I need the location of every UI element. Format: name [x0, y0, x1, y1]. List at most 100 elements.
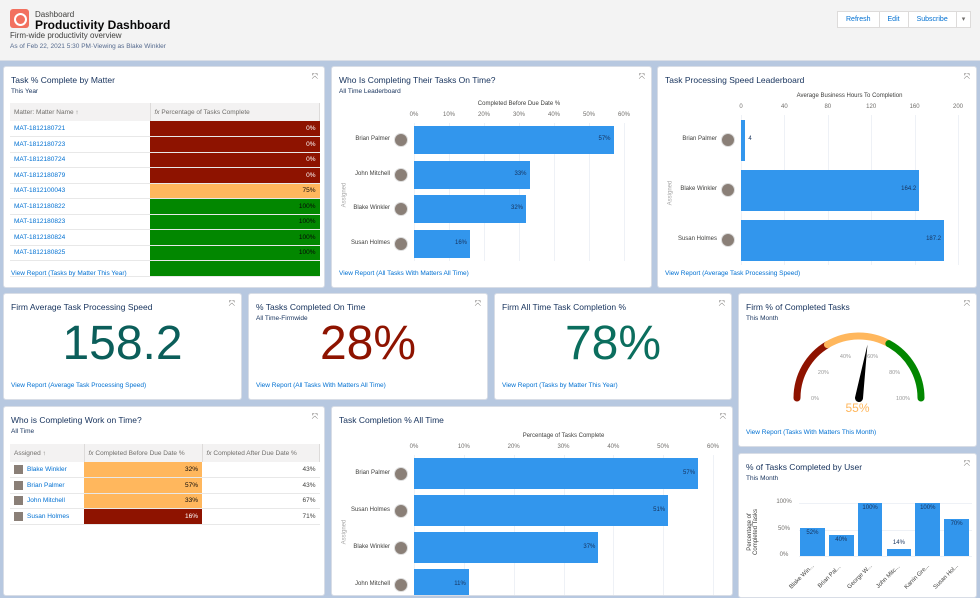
gauge-tick-label: 0% — [811, 396, 819, 402]
widget-title: % of Tasks Completed by User — [746, 462, 863, 472]
table-row[interactable]: MAT-1812180822 100% — [10, 198, 320, 215]
table-row[interactable] — [10, 260, 320, 277]
view-report-link[interactable]: View Report (All Tasks With Matters All … — [339, 270, 469, 277]
view-report-link[interactable]: View Report (Tasks by Matter This Year) — [11, 270, 127, 277]
expand-icon[interactable]: ⤧ — [963, 72, 970, 81]
gauge-chart: 0% 20% 40% 60% 80% 100% — [793, 332, 925, 402]
avatar — [394, 466, 408, 481]
widget-title: Task Completion % All Time — [339, 415, 444, 425]
category-label: John Mitchell — [354, 170, 390, 177]
y-tick-label: 100% — [776, 499, 792, 505]
y-tick-label: 0% — [779, 552, 789, 558]
table-row[interactable]: MAT-1812180823 100% — [10, 214, 320, 230]
bar — [414, 458, 699, 489]
widget-subtitle: This Month — [746, 475, 779, 482]
subscribe-button[interactable]: Subscribe — [907, 11, 957, 28]
expand-icon[interactable]: ⤧ — [311, 412, 318, 421]
matter-link[interactable]: MAT-1812180723 — [10, 136, 150, 153]
table-row: John Mitchell 33% 67% — [10, 493, 320, 509]
matter-link[interactable]: MAT-1812180824 — [10, 229, 150, 246]
assignee-link[interactable]: Brian Palmer — [27, 481, 65, 489]
assignee-link[interactable]: John Mitchell — [27, 497, 65, 505]
column-header[interactable]: fx Completed Before Due Date % — [84, 444, 203, 462]
assignee-link[interactable]: Susan Holmes — [27, 512, 70, 520]
category-label: Brian Palmer — [355, 136, 390, 143]
view-report-link[interactable]: View Report (Tasks by Matter This Year) — [502, 382, 618, 389]
matter-link[interactable]: MAT-1812100043 — [10, 183, 150, 199]
column-header[interactable]: Assigned ↑ — [10, 444, 85, 462]
edit-button[interactable]: Edit — [878, 11, 909, 28]
column-label: Percentage of Tasks Complete — [161, 108, 250, 116]
view-report-link[interactable]: View Report (Average Task Processing Spe… — [11, 382, 147, 389]
column-header[interactable]: fx Completed After Due Date % — [202, 444, 320, 462]
x-tick-label: 80 — [824, 104, 832, 110]
table-row[interactable]: MAT-1812180721 0% — [10, 121, 320, 137]
assignee-cell[interactable]: John Mitchell — [10, 493, 84, 509]
widget-subtitle: This Month — [746, 315, 779, 322]
assignee-cell[interactable]: Brian Palmer — [10, 477, 84, 494]
view-report-link[interactable]: View Report (Tasks With Matters This Mon… — [746, 429, 877, 436]
column-header[interactable]: fx Percentage of Tasks Complete — [150, 103, 320, 121]
bar — [741, 119, 746, 161]
table-row[interactable]: MAT-1812180825 100% — [10, 245, 320, 261]
table-row[interactable]: MAT-1812180879 0% — [10, 167, 320, 184]
table-row: Susan Holmes 16% 71% — [10, 508, 320, 525]
matter-link[interactable]: MAT-1812180724 — [10, 152, 150, 168]
metric-value: 28% — [319, 317, 417, 370]
x-tick-label: 40% — [547, 112, 561, 118]
view-report-link[interactable]: View Report (Average Task Processing Spe… — [665, 270, 801, 277]
widget-title: Firm All Time Task Completion % — [502, 302, 627, 312]
category-label: Susan Holmes — [677, 236, 717, 242]
matter-link[interactable]: MAT-1812180823 — [10, 214, 150, 230]
table-row[interactable]: MAT-1812180824 100% — [10, 229, 320, 246]
refresh-button[interactable]: Refresh — [837, 11, 880, 28]
expand-icon[interactable]: ⤧ — [474, 299, 481, 308]
widget-on-time-pct: % Tasks Completed On Time All Time-Firmw… — [248, 293, 488, 400]
expand-icon[interactable]: ⤧ — [228, 299, 235, 308]
widget-avg-speed: Firm Average Task Processing Speed ⤧ 158… — [3, 293, 242, 400]
assignee-cell[interactable]: Susan Holmes — [10, 508, 84, 525]
caret-down-icon[interactable]: ▾ — [955, 11, 972, 28]
x-tick-label: 50% — [657, 444, 670, 450]
as-of-text: As of Feb 22, 2021 5:30 PM·Viewing as Bl… — [10, 43, 166, 50]
y-axis-title: Assigned — [667, 180, 674, 206]
category-label: John Mitchell — [354, 580, 390, 587]
expand-icon[interactable]: ⤧ — [963, 459, 970, 468]
avatar — [721, 233, 735, 247]
expand-icon[interactable]: ⤧ — [311, 72, 318, 81]
table-row[interactable]: MAT-1812100043 75% — [10, 183, 320, 199]
widget-completion-pct: Firm All Time Task Completion % ⤧ 78% Vi… — [494, 293, 732, 400]
matter-link[interactable]: MAT-1812180822 — [10, 198, 150, 215]
widget-subtitle: All Time Leaderboard — [339, 88, 401, 95]
view-report-link[interactable]: View Report (All Tasks With Matters All … — [256, 382, 386, 389]
bar — [414, 569, 469, 595]
expand-icon[interactable]: ⤧ — [963, 299, 970, 308]
percent-cell: 75% — [150, 183, 320, 199]
expand-icon[interactable]: ⤧ — [638, 72, 645, 81]
assignee-cell[interactable]: Blake Winkler — [10, 462, 84, 478]
avatar — [394, 577, 408, 592]
matter-link[interactable]: MAT-1812180825 — [10, 245, 150, 261]
column-label: Completed After Due Date % — [213, 449, 297, 457]
x-tick-label: 20% — [477, 112, 491, 118]
matter-link[interactable]: MAT-1812180879 — [10, 167, 150, 184]
expand-icon[interactable]: ⤧ — [719, 412, 726, 421]
bar — [741, 169, 920, 211]
assignee-link[interactable]: Blake Winkler — [27, 466, 67, 474]
widget-title: % Tasks Completed On Time — [256, 302, 366, 312]
matter-link[interactable]: MAT-1812180721 — [10, 121, 150, 137]
expand-icon[interactable]: ⤧ — [718, 299, 725, 308]
bar-value-label: 51% — [653, 506, 666, 513]
matter-link[interactable] — [10, 260, 150, 277]
x-tick-label: 60% — [617, 112, 631, 118]
x-tick-label: 30% — [512, 112, 526, 118]
table-row[interactable]: MAT-1812180724 0% — [10, 152, 320, 168]
column-header[interactable]: Matter: Matter Name ↑ — [10, 103, 151, 121]
dashboard-logo-icon — [10, 9, 29, 28]
percent-cell — [150, 260, 320, 277]
x-tick-label: 0% — [409, 444, 419, 450]
table-row[interactable]: MAT-1812180723 0% — [10, 136, 320, 153]
percent-cell: 100% — [150, 245, 320, 261]
bar — [915, 503, 941, 556]
after-due-cell: 43% — [202, 477, 320, 494]
